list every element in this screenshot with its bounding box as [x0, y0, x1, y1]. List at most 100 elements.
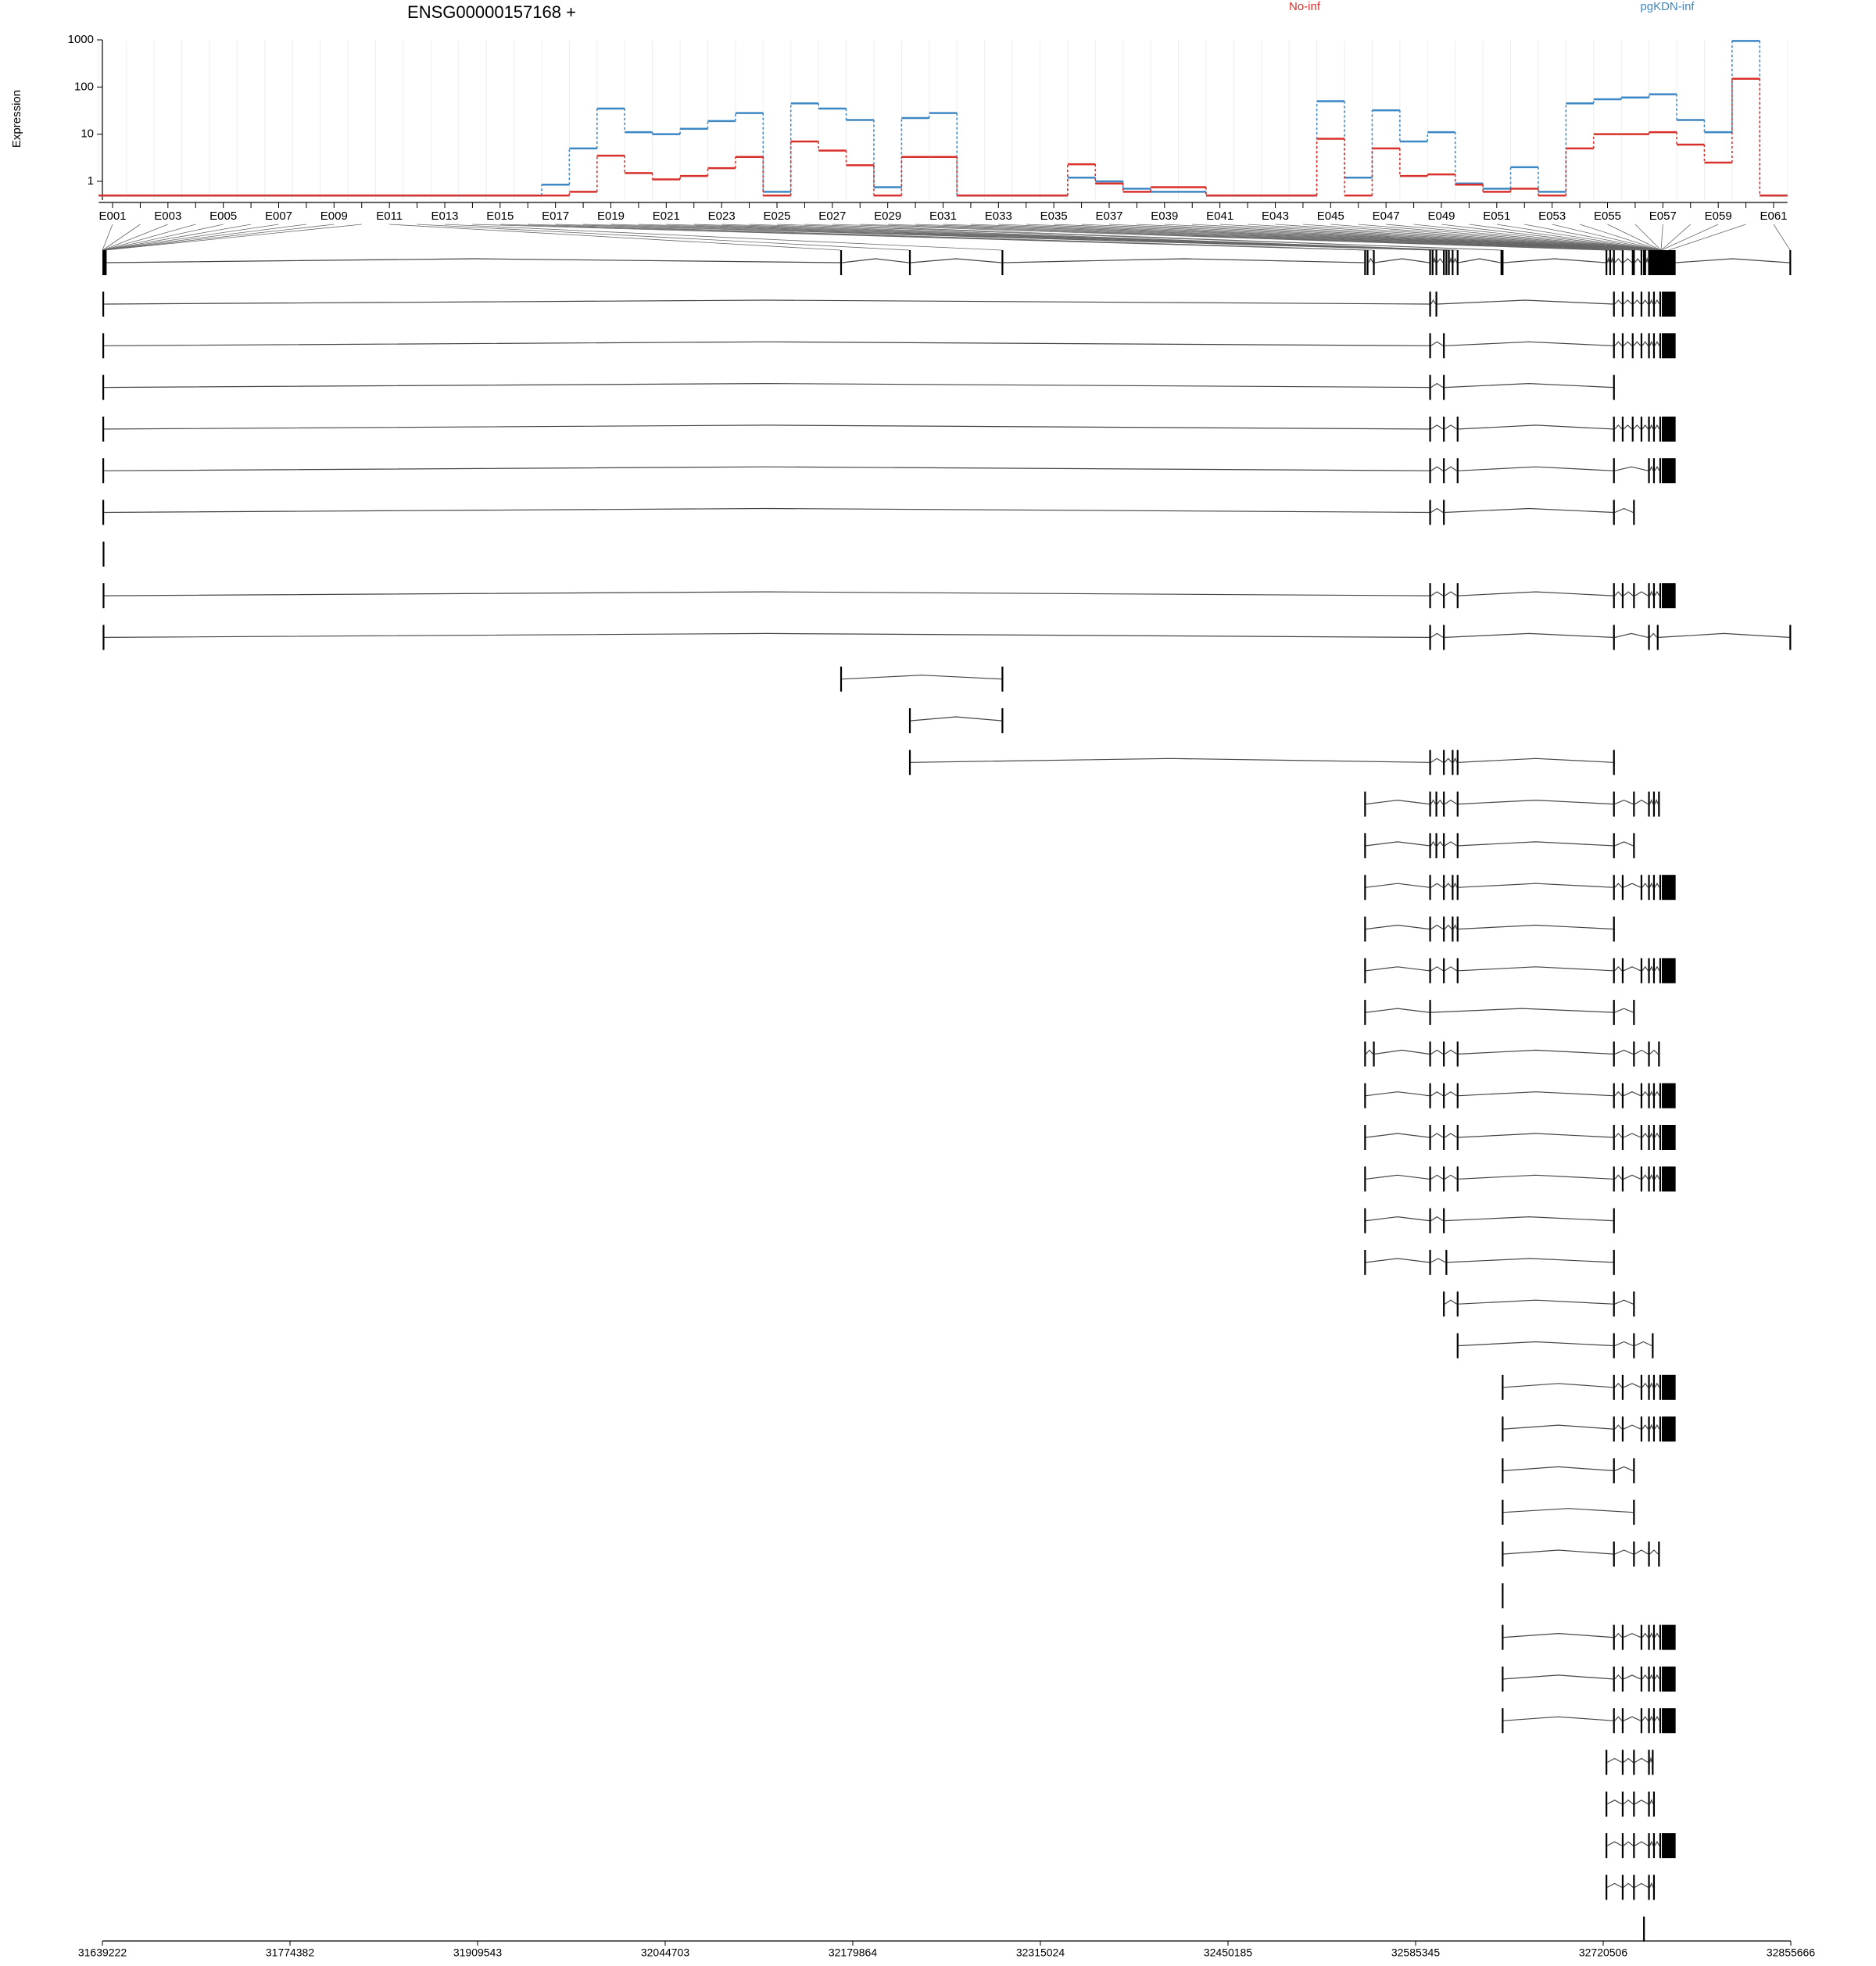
transcript-exon — [1435, 292, 1437, 317]
transcript-exon — [1613, 1166, 1615, 1192]
intron — [1437, 799, 1444, 804]
intron — [1445, 632, 1613, 638]
intron — [1444, 1090, 1457, 1097]
intron — [1366, 1091, 1430, 1097]
x-tick-label: E057 — [1649, 209, 1677, 223]
intron — [1614, 1466, 1634, 1471]
intron — [1430, 1049, 1444, 1055]
transcript-exon — [1613, 1666, 1615, 1692]
intron — [1444, 799, 1457, 805]
intron — [1623, 424, 1633, 430]
transcript-exon — [1640, 292, 1643, 317]
intron — [1458, 591, 1613, 596]
transcript-exon — [1613, 1374, 1615, 1400]
transcript-exon — [1429, 791, 1431, 817]
gene-model-exon — [1366, 250, 1369, 275]
transcript-exon — [1613, 1041, 1615, 1067]
x-tick-label: E045 — [1317, 209, 1344, 223]
transcript-exon — [1652, 958, 1656, 983]
transcript-exon — [1613, 916, 1615, 942]
chart-title: ENSG00000157168 + — [407, 2, 576, 22]
transcript-exon — [1429, 1166, 1431, 1192]
intron — [1642, 1424, 1649, 1430]
intron — [1444, 966, 1457, 972]
gene-model-exon — [1650, 250, 1652, 275]
exon-connector — [804, 224, 1502, 251]
transcript-exon — [1640, 1374, 1643, 1400]
transcript-exon — [1613, 1542, 1615, 1567]
x-tick-label: E017 — [542, 209, 569, 223]
transcript-exon — [1652, 333, 1656, 359]
intron — [1649, 632, 1658, 638]
transcript-exon — [1429, 1125, 1431, 1150]
intron — [1614, 1008, 1634, 1013]
transcript-exon — [1443, 875, 1445, 901]
transcript-exon — [1659, 1374, 1662, 1400]
intron — [1623, 258, 1633, 263]
transcript-exon — [1656, 625, 1659, 650]
transcript-exon — [1613, 1458, 1615, 1484]
x-tick-label: E025 — [763, 209, 790, 223]
transcript-exon — [1662, 1166, 1676, 1192]
intron — [1444, 1049, 1457, 1055]
intron — [1430, 840, 1436, 847]
intron — [1649, 465, 1654, 471]
x-genome-tick-label: 31639222 — [78, 1946, 127, 1959]
transcript-exon — [1443, 583, 1445, 609]
intron — [1654, 341, 1660, 346]
transcript-exon — [1652, 1374, 1656, 1400]
transcript-exon — [1364, 1166, 1366, 1192]
transcript-exon — [1621, 292, 1624, 317]
intron — [1430, 1258, 1446, 1263]
intron — [1675, 258, 1790, 263]
transcript-exon — [1621, 416, 1624, 442]
x-genome-tick-label: 32450185 — [1204, 1946, 1253, 1959]
transcript-exon — [1640, 1624, 1643, 1650]
exon-connector — [103, 224, 252, 251]
gene-model-exon — [1633, 250, 1635, 275]
transcript-exon — [1364, 1000, 1366, 1026]
intron — [1614, 1049, 1634, 1055]
transcript-exon — [1621, 1374, 1624, 1400]
exon-connector — [103, 224, 196, 251]
intron — [1614, 883, 1623, 888]
intron — [1614, 1549, 1634, 1555]
transcript-exon — [1373, 1041, 1375, 1067]
x-tick-label: E005 — [209, 209, 237, 223]
transcript-exon — [1443, 791, 1445, 817]
exon-connector — [1358, 224, 1660, 251]
transcript-exon — [1659, 416, 1662, 442]
exon-connector — [417, 224, 910, 251]
transcript-exon — [1621, 1666, 1624, 1692]
transcript-exon — [1456, 1125, 1459, 1150]
exon-connector — [721, 224, 1452, 251]
transcript-exon — [1640, 333, 1643, 359]
intron — [1614, 1090, 1623, 1097]
intron — [1649, 1674, 1654, 1680]
intron — [1654, 1423, 1660, 1430]
transcript-exon — [1443, 625, 1445, 650]
intron — [1606, 1841, 1623, 1846]
gene-model-exon — [1640, 250, 1643, 275]
x-tick-label: E029 — [874, 209, 901, 223]
transcript-exon — [1662, 1416, 1676, 1442]
intron — [1649, 1715, 1654, 1721]
transcript-exon — [1613, 1416, 1615, 1442]
transcript-exon — [1621, 1416, 1624, 1442]
legend-label: No-inf — [1289, 0, 1321, 13]
transcript-exon — [1662, 333, 1676, 359]
exon-connector — [1441, 224, 1660, 251]
transcript-exon — [1659, 1708, 1662, 1734]
transcript-exon — [1502, 1542, 1504, 1567]
intron — [1452, 882, 1458, 888]
intron — [1452, 923, 1458, 929]
intron — [1623, 1757, 1634, 1763]
transcript-exon — [1429, 292, 1431, 317]
intron — [104, 632, 1430, 639]
transcript-exon — [1456, 1333, 1459, 1359]
intron — [1614, 1299, 1634, 1305]
transcript-exon — [1429, 1208, 1431, 1234]
transcript-exon — [1621, 1624, 1624, 1650]
x-tick-label: E037 — [1095, 209, 1122, 223]
